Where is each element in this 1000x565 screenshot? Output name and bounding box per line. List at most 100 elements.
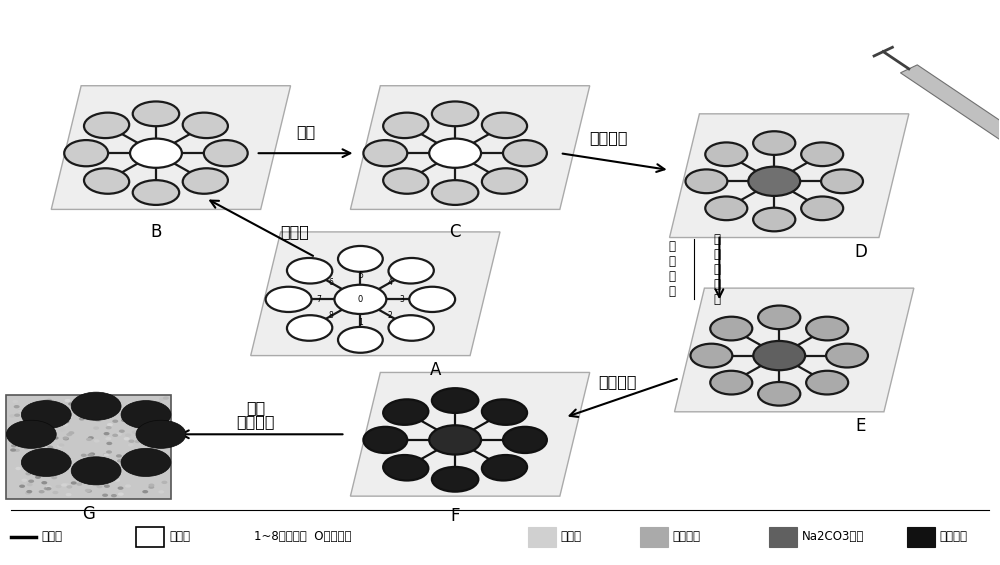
Circle shape bbox=[67, 415, 73, 418]
Circle shape bbox=[148, 432, 154, 436]
Circle shape bbox=[88, 418, 94, 421]
Polygon shape bbox=[670, 114, 909, 237]
Text: 等
速
填
充: 等 速 填 充 bbox=[668, 240, 675, 298]
Text: 通道壁: 通道壁 bbox=[41, 530, 62, 543]
Ellipse shape bbox=[266, 287, 312, 312]
Polygon shape bbox=[51, 86, 291, 210]
Circle shape bbox=[43, 399, 49, 403]
Ellipse shape bbox=[482, 399, 527, 425]
Circle shape bbox=[23, 458, 29, 462]
Circle shape bbox=[106, 426, 112, 429]
Circle shape bbox=[15, 467, 21, 470]
Circle shape bbox=[94, 402, 100, 406]
Circle shape bbox=[121, 458, 127, 462]
Ellipse shape bbox=[432, 467, 478, 492]
Circle shape bbox=[9, 414, 15, 418]
Circle shape bbox=[64, 483, 70, 486]
Ellipse shape bbox=[432, 102, 478, 126]
Circle shape bbox=[106, 442, 112, 445]
Ellipse shape bbox=[710, 317, 752, 340]
Circle shape bbox=[86, 489, 92, 493]
Ellipse shape bbox=[64, 140, 108, 166]
Circle shape bbox=[36, 420, 42, 424]
Circle shape bbox=[429, 425, 481, 454]
Circle shape bbox=[133, 415, 139, 418]
Circle shape bbox=[118, 493, 124, 496]
Circle shape bbox=[11, 444, 17, 447]
Circle shape bbox=[14, 449, 20, 452]
Ellipse shape bbox=[482, 168, 527, 194]
Circle shape bbox=[96, 485, 102, 488]
Circle shape bbox=[25, 492, 31, 495]
Text: 通
道
内
试
剂: 通 道 内 试 剂 bbox=[714, 233, 721, 306]
Circle shape bbox=[17, 409, 23, 412]
Circle shape bbox=[42, 433, 48, 437]
Ellipse shape bbox=[432, 180, 478, 205]
Circle shape bbox=[41, 481, 47, 484]
Ellipse shape bbox=[482, 112, 527, 138]
Circle shape bbox=[19, 485, 25, 488]
Circle shape bbox=[105, 462, 111, 465]
Circle shape bbox=[21, 479, 27, 482]
Circle shape bbox=[21, 401, 71, 429]
Ellipse shape bbox=[801, 197, 843, 220]
Circle shape bbox=[28, 443, 34, 446]
Circle shape bbox=[88, 463, 94, 466]
Circle shape bbox=[146, 450, 152, 453]
Circle shape bbox=[14, 405, 20, 408]
Circle shape bbox=[26, 428, 32, 432]
Circle shape bbox=[142, 490, 148, 493]
Circle shape bbox=[116, 454, 122, 458]
Text: 同步反应: 同步反应 bbox=[598, 375, 637, 389]
Circle shape bbox=[46, 399, 52, 402]
Text: 试剂引入: 试剂引入 bbox=[590, 130, 628, 145]
Circle shape bbox=[334, 285, 386, 314]
Circle shape bbox=[53, 436, 59, 440]
Ellipse shape bbox=[84, 112, 129, 138]
Circle shape bbox=[131, 417, 137, 420]
Circle shape bbox=[156, 422, 162, 425]
Circle shape bbox=[48, 449, 54, 453]
Ellipse shape bbox=[753, 208, 795, 231]
Circle shape bbox=[163, 397, 169, 400]
Circle shape bbox=[146, 432, 152, 436]
Circle shape bbox=[39, 490, 45, 493]
Circle shape bbox=[154, 401, 160, 404]
Circle shape bbox=[50, 451, 56, 455]
Bar bbox=[6, 395, 171, 499]
Circle shape bbox=[21, 449, 71, 476]
Circle shape bbox=[65, 399, 71, 402]
Ellipse shape bbox=[806, 317, 848, 340]
Circle shape bbox=[124, 437, 130, 441]
Circle shape bbox=[23, 446, 29, 450]
Circle shape bbox=[77, 407, 83, 411]
Circle shape bbox=[136, 420, 186, 449]
Circle shape bbox=[125, 458, 131, 461]
Circle shape bbox=[136, 401, 141, 405]
Ellipse shape bbox=[287, 315, 332, 341]
Circle shape bbox=[76, 406, 82, 409]
Circle shape bbox=[61, 483, 67, 486]
Text: 福林酚: 福林酚 bbox=[561, 530, 582, 543]
Circle shape bbox=[59, 421, 65, 424]
Circle shape bbox=[114, 479, 120, 482]
Circle shape bbox=[147, 448, 153, 451]
Circle shape bbox=[75, 466, 81, 469]
Circle shape bbox=[27, 461, 33, 464]
Circle shape bbox=[93, 427, 99, 430]
Circle shape bbox=[95, 419, 101, 422]
Circle shape bbox=[102, 494, 108, 497]
Circle shape bbox=[128, 402, 134, 406]
Circle shape bbox=[144, 469, 150, 472]
Ellipse shape bbox=[482, 455, 527, 480]
Circle shape bbox=[107, 407, 113, 411]
Circle shape bbox=[140, 466, 146, 469]
Circle shape bbox=[105, 437, 111, 440]
Text: F: F bbox=[450, 507, 460, 525]
Circle shape bbox=[161, 454, 167, 457]
Text: 信号采集: 信号采集 bbox=[236, 414, 275, 429]
Circle shape bbox=[133, 406, 139, 410]
Polygon shape bbox=[350, 86, 590, 210]
Circle shape bbox=[103, 453, 109, 457]
Circle shape bbox=[71, 481, 77, 485]
